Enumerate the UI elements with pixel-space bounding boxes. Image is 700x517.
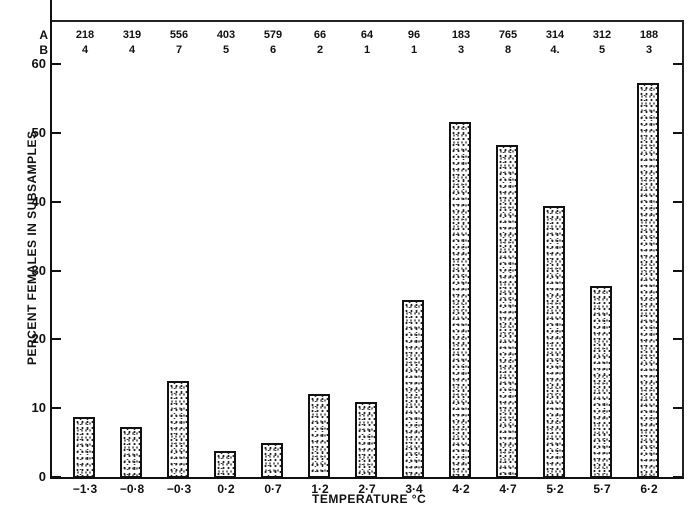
y-tick-left xyxy=(52,407,61,410)
row-a-value: 66 xyxy=(313,29,327,41)
x-tick-label: 3·4 xyxy=(405,482,423,496)
row-a-value: 314 xyxy=(545,29,565,41)
bar xyxy=(590,285,612,478)
row-a-value: 319 xyxy=(122,29,142,41)
bar xyxy=(308,394,330,478)
row-a-value: 579 xyxy=(263,29,283,41)
y-tick-right xyxy=(673,407,682,410)
x-tick-label: 2·7 xyxy=(358,482,376,496)
row-b-value: 8 xyxy=(504,44,512,56)
x-axis xyxy=(50,477,684,479)
y-tick-right xyxy=(673,200,682,203)
row-b-value: 6 xyxy=(269,44,277,56)
bar xyxy=(543,205,565,478)
row-b-label: B xyxy=(39,43,48,57)
row-a-value: 556 xyxy=(169,29,189,41)
y-tick-label: 0 xyxy=(38,469,46,484)
row-a-value: 218 xyxy=(75,29,95,41)
x-tick-label: 0·2 xyxy=(217,482,235,496)
y-tick-left xyxy=(52,200,61,203)
row-b-value: 4. xyxy=(550,44,560,56)
x-tick-label: 5·7 xyxy=(593,482,611,496)
row-b-value: 4 xyxy=(128,44,136,56)
bar xyxy=(496,144,518,478)
row-a-value: 96 xyxy=(407,29,421,41)
row-a-value: 64 xyxy=(360,29,374,41)
x-tick-label: −0·3 xyxy=(166,482,192,496)
row-b-value: 5 xyxy=(222,44,230,56)
y-tick-right xyxy=(673,476,682,478)
row-b-value: 3 xyxy=(457,44,465,56)
row-a-value: 765 xyxy=(498,29,518,41)
y-tick-label: 50 xyxy=(31,124,46,140)
y-tick-label: 40 xyxy=(31,193,46,209)
bar xyxy=(73,417,95,478)
row-a-value: 403 xyxy=(216,29,236,41)
x-tick-label: 0·7 xyxy=(264,482,282,496)
row-b-value: 2 xyxy=(316,44,324,56)
frame-right-border xyxy=(682,20,684,479)
bar xyxy=(214,450,236,478)
y-tick-left xyxy=(52,131,61,134)
row-b-value: 3 xyxy=(645,44,653,56)
y-tick-left xyxy=(52,269,61,272)
row-b-value: 5 xyxy=(598,44,606,56)
x-tick-label: −1·3 xyxy=(72,482,98,496)
x-tick-label: 4·7 xyxy=(499,482,517,496)
bar xyxy=(355,401,377,478)
bar xyxy=(637,82,659,478)
row-a-value: 188 xyxy=(639,29,659,41)
row-b-value: 1 xyxy=(410,44,418,56)
y-tick-left xyxy=(52,338,61,341)
x-tick-label: 5·2 xyxy=(546,482,564,496)
x-tick-label: 4·2 xyxy=(452,482,470,496)
y-tick-left xyxy=(52,476,61,478)
bar xyxy=(167,380,189,478)
y-tick-label: 60 xyxy=(31,56,46,71)
bar xyxy=(449,121,471,478)
bar xyxy=(402,300,424,478)
row-a-label: A xyxy=(39,28,48,42)
y-tick-right xyxy=(673,131,682,134)
frame-top-border xyxy=(51,20,683,22)
y-tick-label: 30 xyxy=(31,262,46,278)
y-axis xyxy=(50,0,52,479)
x-tick-label: 6·2 xyxy=(640,482,658,496)
row-a-value: 312 xyxy=(592,29,612,41)
x-axis-label: TEMPERATURE °C xyxy=(312,492,427,506)
bar xyxy=(120,426,142,478)
y-tick-right xyxy=(673,63,682,65)
y-tick-label: 10 xyxy=(31,400,46,416)
row-b-value: 1 xyxy=(363,44,371,56)
row-b-value: 7 xyxy=(175,44,183,56)
y-tick-right xyxy=(673,269,682,272)
x-tick-label: 1·2 xyxy=(311,482,329,496)
x-tick-label: −0·8 xyxy=(119,482,145,496)
y-tick-right xyxy=(673,338,682,341)
row-b-value: 4 xyxy=(81,44,89,56)
y-tick-label: 20 xyxy=(31,331,46,347)
row-a-value: 183 xyxy=(451,29,471,41)
bar xyxy=(261,443,283,478)
y-tick-left xyxy=(52,63,61,65)
